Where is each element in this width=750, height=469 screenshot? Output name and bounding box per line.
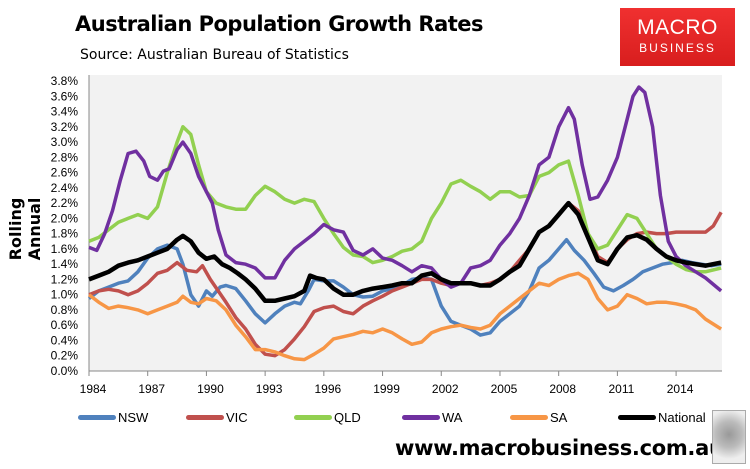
y-tick-label: 0.4% [51, 333, 79, 347]
y-tick-label: 1.4% [51, 257, 79, 271]
legend-item-qld: QLD [294, 410, 402, 425]
y-tick-label: 2.0% [51, 211, 79, 225]
legend-swatch [618, 415, 656, 420]
legend-label: VIC [226, 410, 248, 425]
legend-swatch [78, 415, 116, 420]
y-tick-label: 1.0% [51, 288, 79, 302]
y-tick-label: 2.2% [51, 196, 79, 210]
y-tick-label: 0.6% [51, 318, 79, 332]
y-tick-label: 0.0% [51, 364, 79, 378]
legend-swatch [186, 415, 224, 420]
logo-line2: BUSINESS [639, 41, 716, 55]
x-tick-label: 1984 [80, 382, 107, 396]
x-tick-label: 2002 [432, 382, 459, 396]
x-tick-label: 1999 [373, 382, 400, 396]
logo-line1: MACRO [637, 16, 718, 39]
x-tick-label: 1996 [314, 382, 341, 396]
website-url: www.macrobusiness.com.au [395, 436, 724, 460]
legend-label: National [658, 410, 706, 425]
x-tick-label: 1987 [138, 382, 165, 396]
series-line-qld [88, 125, 722, 274]
x-tick-label: 1993 [256, 382, 283, 396]
x-tick-label: 2008 [549, 382, 576, 396]
series-line-nsw [87, 237, 722, 337]
y-tick-label: 3.4% [51, 105, 79, 119]
y-tick-label: 0.2% [51, 349, 79, 363]
legend-item-nsw: NSW [78, 410, 186, 425]
x-tick-label: 2014 [667, 382, 694, 396]
series-line-sa [87, 271, 723, 362]
legend-item-sa: SA [510, 410, 618, 425]
y-tick-label: 3.0% [51, 135, 79, 149]
legend-label: NSW [118, 410, 149, 425]
x-tick-label: 1990 [197, 382, 224, 396]
macrobusiness-logo: MACRO BUSINESS [620, 8, 735, 66]
legend-label: SA [550, 410, 568, 425]
y-tick-label: 1.8% [51, 227, 79, 241]
legend-label: QLD [334, 410, 361, 425]
chart-subtitle: Source: Australian Bureau of Statistics [80, 47, 349, 63]
y-tick-label: 3.8% [51, 74, 79, 88]
legend-item-national: National [618, 410, 726, 425]
y-tick-label: 2.8% [51, 150, 79, 164]
plot-background [89, 75, 722, 371]
legend-item-wa: WA [402, 410, 510, 425]
y-tick-label: 0.8% [51, 303, 79, 317]
legend-label: WA [442, 410, 463, 425]
y-tick-label: 1.6% [51, 242, 79, 256]
y-tick-label: 2.6% [51, 166, 79, 180]
legend-swatch [510, 415, 548, 420]
series-line-national [88, 200, 722, 304]
legend-item-vic: VIC [186, 410, 294, 425]
y-tick-label: 3.2% [51, 120, 79, 134]
x-tick-label: 2005 [491, 382, 518, 396]
y-tick-label: 3.6% [51, 89, 79, 103]
legend: NSW VIC QLD WA SA National [78, 410, 726, 425]
legend-swatch [294, 415, 332, 420]
legend-swatch [402, 415, 440, 420]
series-line-wa [88, 85, 723, 293]
y-tick-label: 2.4% [51, 181, 79, 195]
chart-title: Australian Population Growth Rates [75, 12, 484, 36]
y-tick-label: 1.2% [51, 272, 79, 286]
wolf-logo-icon [712, 410, 746, 464]
x-tick-label: 2011 [608, 382, 634, 396]
